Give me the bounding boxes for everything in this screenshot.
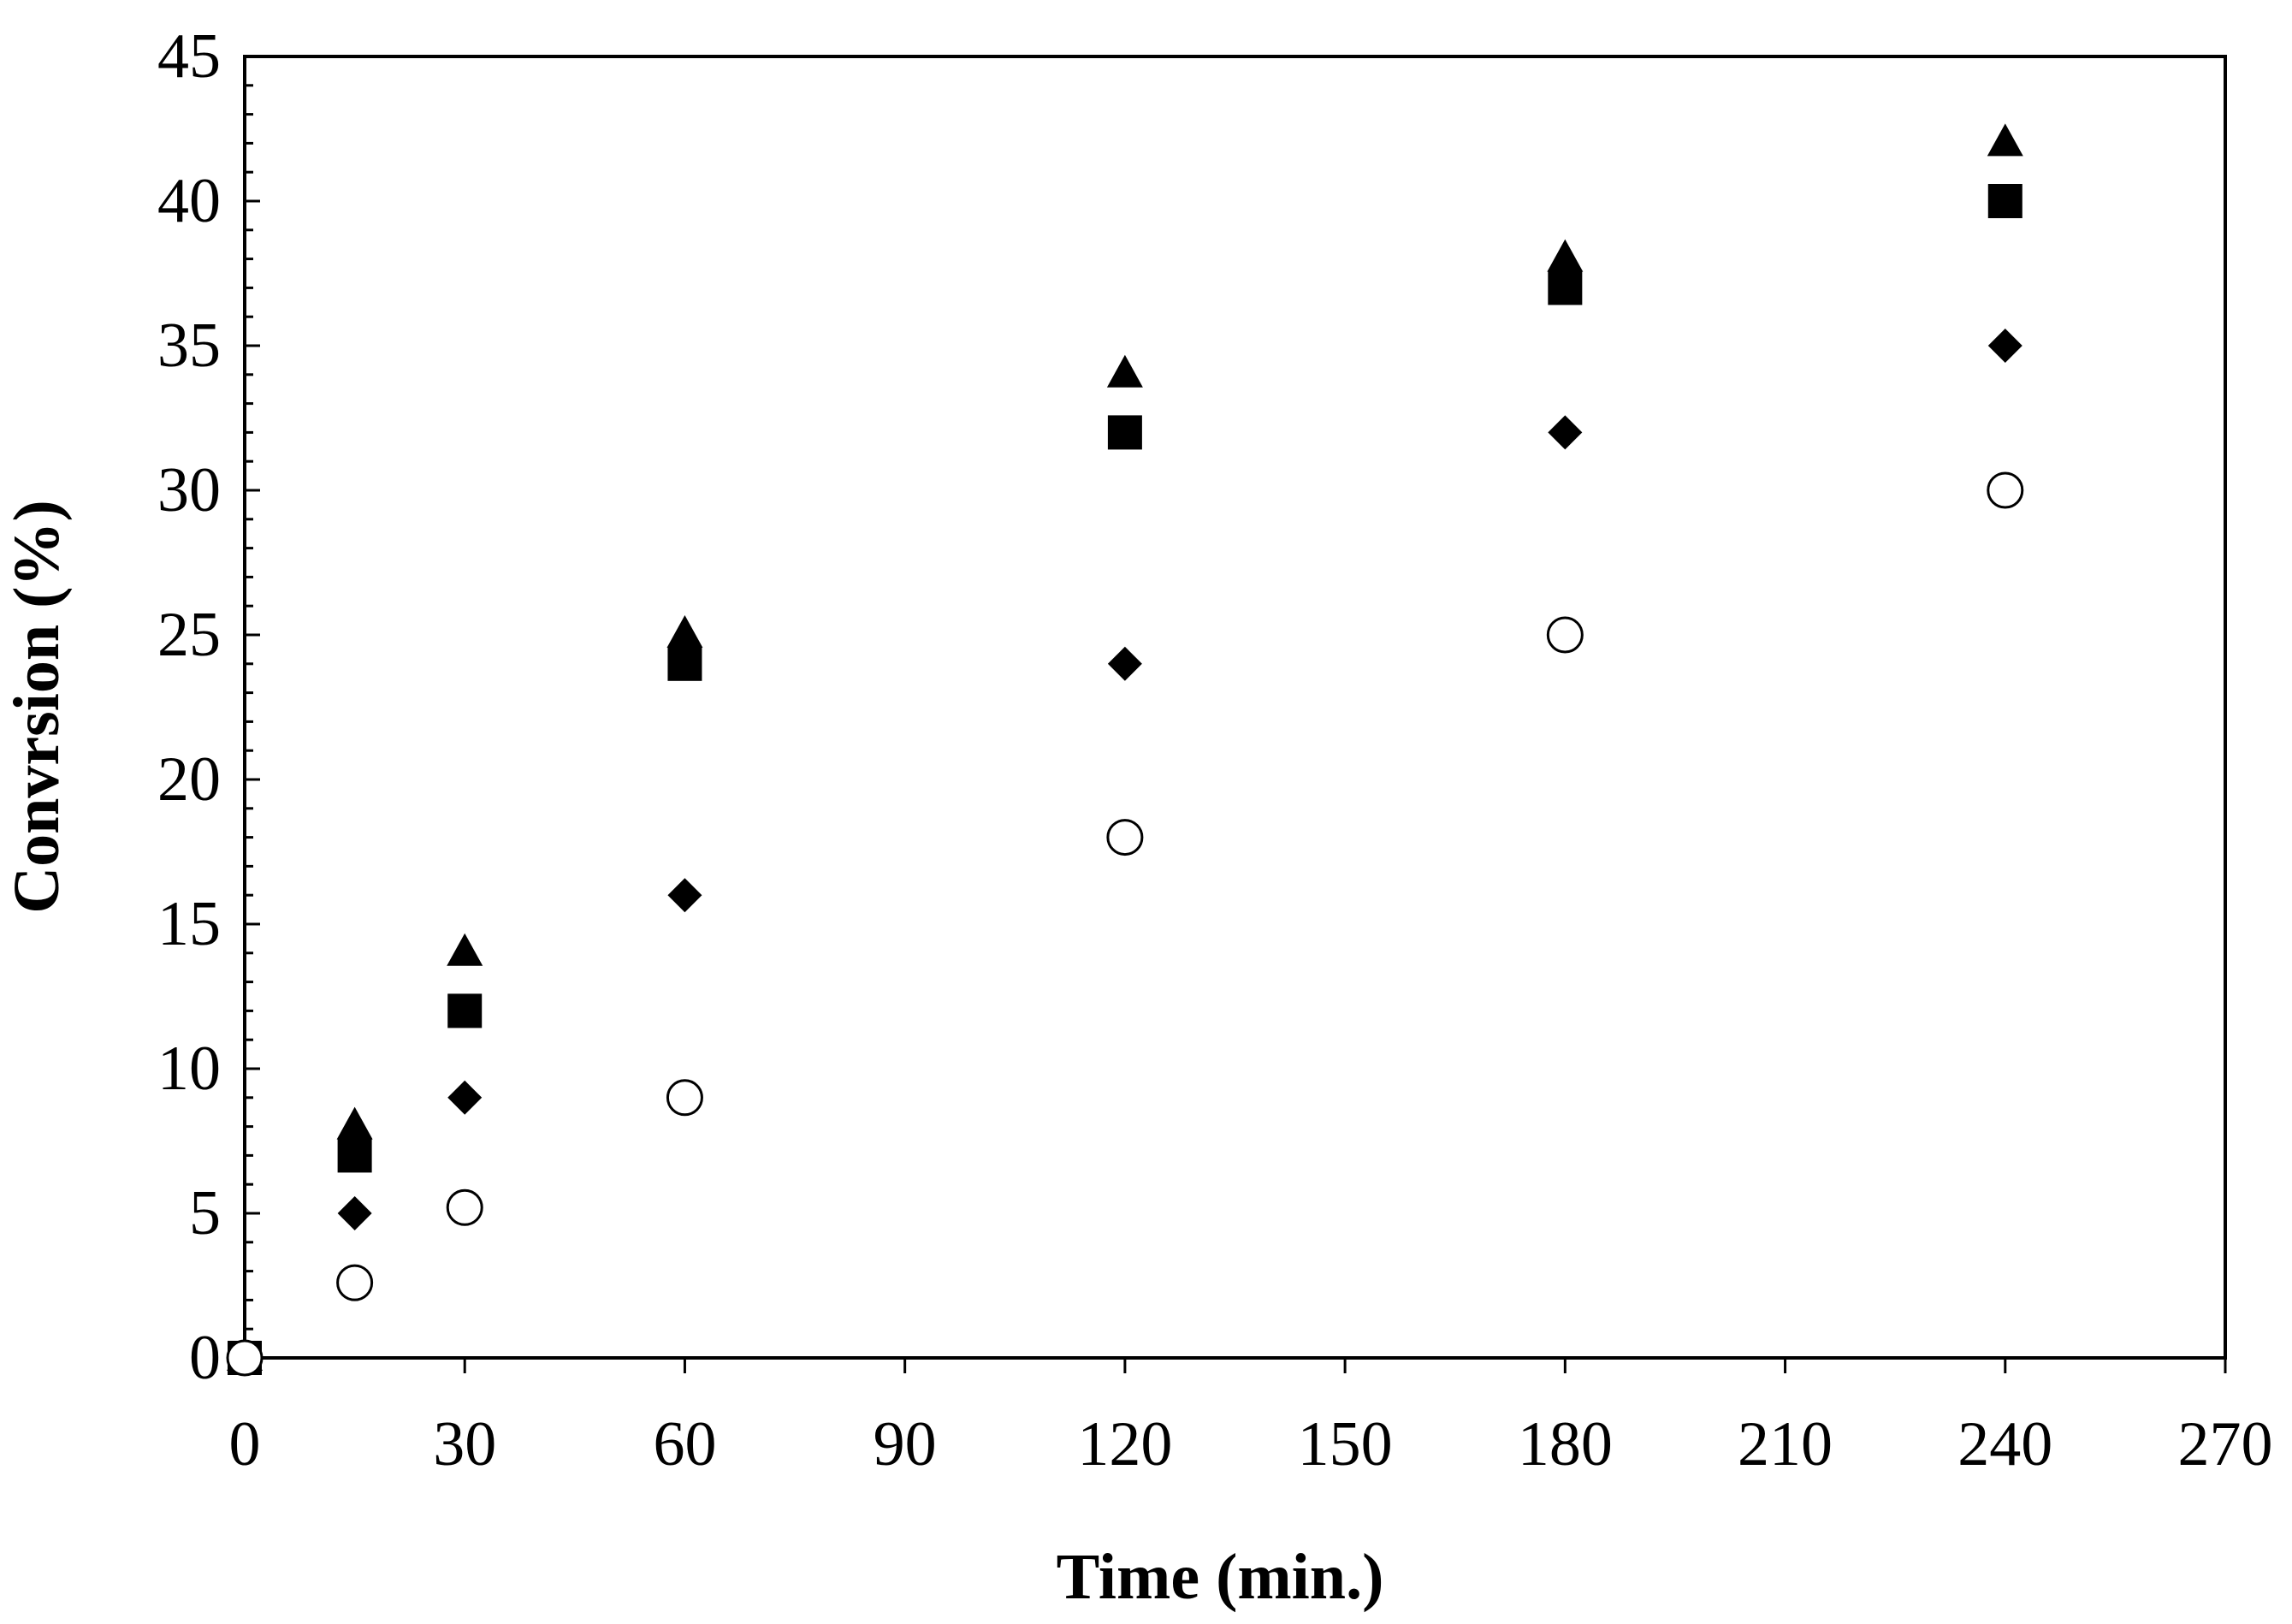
data-point-triangle (1547, 239, 1584, 272)
data-point-square (667, 646, 702, 681)
x-tick-label: 240 (1957, 1409, 2052, 1479)
y-tick-label: 10 (157, 1034, 221, 1104)
data-point-triangle (336, 1106, 373, 1140)
data-point-diamond (1987, 329, 2023, 363)
y-axis-title: Convrsion (%) (1, 500, 73, 913)
data-point-diamond (1107, 646, 1142, 681)
data-point-square (1107, 415, 1142, 450)
data-point-square (1987, 184, 2023, 218)
data-point-circle-open (1987, 471, 2024, 509)
x-tick-label: 90 (874, 1409, 937, 1479)
data-point-diamond (337, 1196, 372, 1230)
data-point-circle-open (226, 1339, 264, 1377)
data-point-square (337, 1138, 372, 1173)
data-point-square (447, 993, 483, 1028)
y-tick-label: 5 (189, 1178, 221, 1248)
plot-area (243, 55, 2227, 1360)
x-tick-label: 210 (1738, 1409, 1833, 1479)
y-tick-label: 15 (157, 889, 221, 959)
x-tick-label: 60 (653, 1409, 716, 1479)
data-point-circle-open (1546, 616, 1584, 654)
data-point-triangle (447, 933, 483, 966)
y-tick-label: 30 (157, 455, 221, 525)
y-tick-label: 35 (157, 311, 221, 381)
y-tick-label: 25 (157, 600, 221, 670)
data-points (226, 123, 2024, 1377)
x-tick-label: 0 (229, 1409, 261, 1479)
series-triangle (227, 123, 2023, 1371)
y-tick-label: 20 (157, 744, 221, 815)
x-tick-label: 270 (2178, 1409, 2273, 1479)
data-point-triangle (666, 615, 703, 648)
y-tick-label: 0 (189, 1323, 221, 1393)
data-point-diamond (1548, 415, 1583, 450)
x-tick-label: 30 (433, 1409, 496, 1479)
data-point-circle-open (1106, 819, 1144, 856)
x-axis-title: Time (min.) (1057, 1541, 1384, 1613)
data-point-diamond (667, 878, 702, 913)
data-point-triangle (1987, 123, 2023, 157)
x-tick-label: 120 (1077, 1409, 1172, 1479)
data-point-circle-open (446, 1188, 483, 1226)
y-tick-label: 40 (157, 166, 221, 236)
x-tick-label: 180 (1518, 1409, 1613, 1479)
x-tick-label: 150 (1298, 1409, 1393, 1479)
x-axis: 0 30 60 90 120 150 180 210 240 270 (229, 1358, 2273, 1479)
data-point-diamond (447, 1080, 483, 1115)
data-point-circle-open (666, 1079, 703, 1117)
data-point-circle-open (336, 1264, 374, 1301)
y-axis: 0 5 10 15 20 25 30 35 40 45 (157, 21, 260, 1393)
y-tick-label: 45 (157, 21, 221, 92)
series-circle-open (226, 471, 2024, 1377)
data-point-triangle (1106, 354, 1143, 388)
data-point-square (1548, 270, 1583, 305)
